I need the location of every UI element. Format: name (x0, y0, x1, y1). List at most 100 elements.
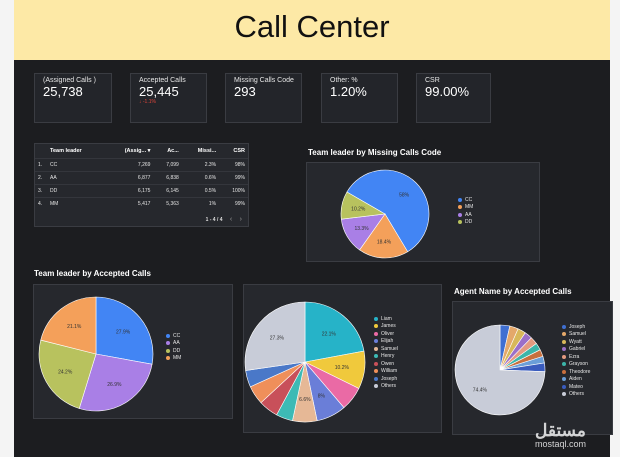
legend-item[interactable]: CC (166, 332, 181, 340)
legend-label: Theodore (569, 368, 591, 375)
pie-slice-cc[interactable] (346, 169, 430, 253)
column-header-csr[interactable]: CSR (233, 147, 245, 154)
pie-slice-mm[interactable] (40, 296, 97, 355)
table-row[interactable]: 3. DD 6,175 6,145 0.5% 100% (35, 183, 248, 197)
legend-item[interactable]: Gabriel (562, 346, 590, 354)
legend-item[interactable]: Aiden (562, 376, 590, 384)
cell-accepted: 7,099 (153, 157, 182, 171)
legend-item[interactable]: DD (166, 347, 181, 355)
slice-data-label: 24.2% (58, 369, 73, 375)
pie-slice-mm[interactable] (359, 213, 409, 259)
legend-item[interactable]: MM (166, 355, 181, 363)
team-leader-table: Team leader (Assig... ▾ Ac... Missi... C… (34, 143, 249, 227)
pie-slice-dd[interactable] (340, 191, 386, 220)
legend-item[interactable]: William (374, 368, 398, 376)
legend-swatch (374, 376, 378, 381)
legend-swatch (166, 341, 170, 346)
legend-item[interactable]: Owen (374, 360, 398, 368)
kpi-label: CSR (425, 77, 440, 84)
kpi-value: 293 (234, 84, 256, 99)
legend-item[interactable]: Samuel (374, 345, 398, 353)
agent-chart-title: Agent Name by Accepted Calls (454, 287, 572, 296)
legend-label: Others (381, 383, 397, 390)
legend-swatch (562, 324, 566, 329)
legend-item[interactable]: Henry (374, 353, 398, 361)
legend-swatch (166, 348, 170, 353)
prev-page-icon[interactable]: ‹ (229, 216, 233, 223)
dashboard-canvas: (Assigned Calls ) 25,738 Accepted Calls … (14, 60, 613, 457)
legend-item[interactable]: Wyatt (562, 338, 590, 346)
legend-item[interactable]: Grayson (562, 361, 590, 369)
column-header-assigned[interactable]: (Assig... ▾ (105, 144, 154, 158)
table-row[interactable]: 2. AA 6,877 6,838 0.6% 99% (35, 170, 248, 184)
legend-swatch (374, 346, 378, 351)
cell-team-leader: MM (47, 196, 105, 210)
pie-slice-liam[interactable] (304, 301, 365, 363)
accepted-calls-pie-svg[interactable]: 27.9% 26.9% 24.2% 21.1% (34, 285, 232, 418)
legend-item[interactable]: Others (374, 383, 398, 391)
missing-chart-title: Team leader by Missing Calls Code (308, 148, 442, 157)
title-banner: Call Center (14, 0, 610, 60)
legend-item[interactable]: Samuel (562, 331, 590, 339)
kpi-card-missing[interactable]: Missing Calls Code 293 (225, 73, 302, 123)
kpi-card-other[interactable]: Other: % 1.20% (321, 73, 398, 123)
legend-label: Owen (381, 360, 395, 367)
legend-item[interactable]: Theodore (562, 368, 590, 376)
legend-item[interactable]: Others (562, 391, 590, 399)
legend-label: Grayson (569, 361, 588, 368)
legend-swatch (166, 356, 170, 361)
pie-slice-cc[interactable] (95, 296, 154, 365)
next-page-icon[interactable]: › (239, 216, 242, 223)
missing-calls-pie-svg[interactable]: 58% 18.4% 13.3% 10.2% (307, 163, 539, 261)
legend-item[interactable]: Ezra (562, 353, 590, 361)
pie-slice-others[interactable] (244, 301, 306, 371)
legend-item[interactable]: AA (166, 340, 181, 348)
legend-item[interactable]: Elijah (374, 338, 398, 346)
table-row[interactable]: 1. CC 7,269 7,099 2.3% 98% (35, 157, 248, 171)
legend-swatch (374, 331, 378, 336)
legend-label: CC (173, 332, 181, 339)
legend-item[interactable]: James (374, 323, 398, 331)
legend-label: Joseph (569, 323, 586, 330)
legend-item[interactable]: Liam (374, 315, 398, 323)
legend-item[interactable]: Joseph (562, 323, 590, 331)
legend-label: Liam (381, 315, 392, 322)
legend-item[interactable]: CC (458, 196, 473, 204)
pie-slice-aa[interactable] (78, 353, 153, 412)
legend-label: Mateo (569, 383, 583, 390)
agent-accepted-pie-svg[interactable]: 74.4% (453, 302, 612, 434)
kpi-card-accepted[interactable]: Accepted Calls 25,445 ↓ -1.1% (130, 73, 207, 123)
legend-swatch (374, 316, 378, 321)
agent-pie-svg[interactable]: 22.1% 10.2% 8% 6.6% 27.3% (244, 285, 441, 432)
legend-item[interactable]: AA (458, 211, 473, 219)
legend-item[interactable]: Joseph (374, 375, 398, 383)
legend-item[interactable]: Mateo (562, 383, 590, 391)
column-header-team-leader[interactable]: Team leader (50, 147, 82, 154)
legend-item[interactable]: DD (458, 219, 473, 227)
slice-data-label: 74.4% (473, 387, 488, 393)
data-table: Team leader (Assig... ▾ Ac... Missi... C… (35, 144, 248, 210)
legend-swatch (562, 339, 566, 344)
column-header-accepted[interactable]: Ac... (167, 147, 179, 154)
legend-item[interactable]: Oliver (374, 330, 398, 338)
agent-pie-panel: 22.1% 10.2% 8% 6.6% 27.3% (243, 284, 442, 433)
sort-desc-icon: ▾ (147, 147, 151, 154)
pie-slice-others[interactable] (454, 324, 546, 416)
slice-data-label: 27.3% (270, 336, 285, 342)
cell-csr: 99% (219, 196, 248, 210)
kpi-value: 1.20% (330, 84, 367, 99)
table-row[interactable]: 4. MM 5,417 5,363 1% 99% (35, 196, 248, 210)
legend-label: Elijah (381, 338, 394, 345)
legend-item[interactable]: MM (458, 204, 473, 212)
kpi-card-assigned[interactable]: (Assigned Calls ) 25,738 (34, 73, 112, 123)
kpi-label: Accepted Calls (139, 77, 186, 84)
column-header-missing[interactable]: Missi... (197, 147, 217, 154)
cell-missing: 1% (181, 196, 220, 210)
slice-data-label: 21.1% (67, 324, 82, 330)
kpi-card-csr[interactable]: CSR 99.00% (416, 73, 491, 123)
legend-swatch (374, 369, 378, 374)
pie-slice-dd[interactable] (38, 339, 97, 409)
cell-missing: 2.3% (181, 157, 220, 171)
legend-swatch (562, 377, 566, 382)
slice-data-label: 18.4% (377, 239, 392, 245)
